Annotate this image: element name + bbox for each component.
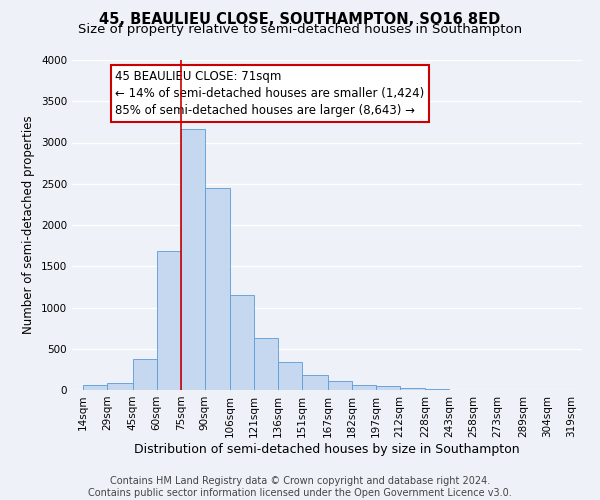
Bar	[83, 384, 107, 390]
Bar	[133, 360, 157, 390]
Bar	[328, 381, 352, 390]
Bar	[230, 295, 254, 390]
Bar	[205, 188, 230, 390]
Bar	[302, 374, 328, 390]
Text: 45, BEAULIEU CLOSE, SOUTHAMPTON, SO16 8ED: 45, BEAULIEU CLOSE, SOUTHAMPTON, SO16 8E…	[100, 12, 500, 28]
Text: Contains HM Land Registry data © Crown copyright and database right 2024.
Contai: Contains HM Land Registry data © Crown c…	[88, 476, 512, 498]
Bar	[157, 252, 181, 390]
Bar	[254, 338, 278, 390]
Text: Size of property relative to semi-detached houses in Southampton: Size of property relative to semi-detach…	[78, 24, 522, 36]
Bar	[181, 130, 205, 390]
Bar	[107, 384, 133, 390]
Bar	[376, 386, 400, 390]
Bar	[352, 384, 376, 390]
Bar	[425, 389, 449, 390]
X-axis label: Distribution of semi-detached houses by size in Southampton: Distribution of semi-detached houses by …	[134, 442, 520, 456]
Bar	[278, 362, 302, 390]
Bar	[400, 388, 425, 390]
Text: 45 BEAULIEU CLOSE: 71sqm
← 14% of semi-detached houses are smaller (1,424)
85% o: 45 BEAULIEU CLOSE: 71sqm ← 14% of semi-d…	[115, 70, 425, 117]
Y-axis label: Number of semi-detached properties: Number of semi-detached properties	[22, 116, 35, 334]
